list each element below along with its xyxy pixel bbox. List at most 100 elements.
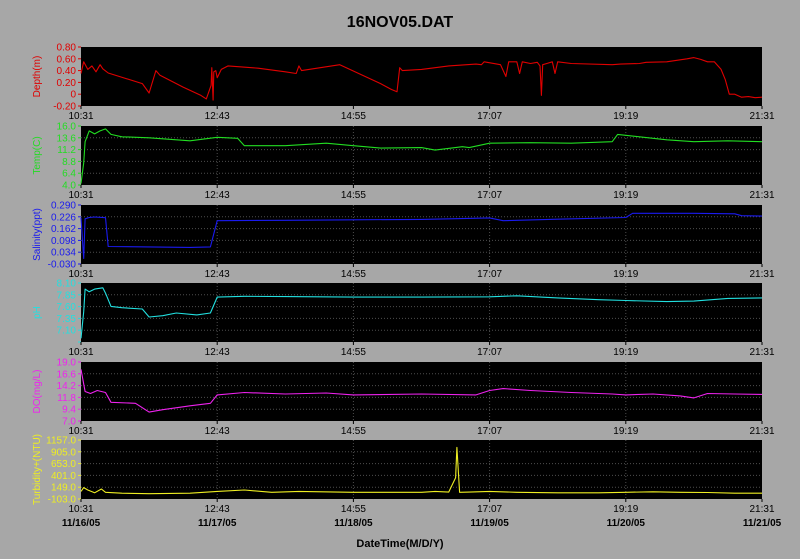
- panel-temp-c-plot-area: [81, 126, 762, 185]
- panel-depth-m-ylabel: Depth(m): [32, 56, 43, 98]
- panel-ph-ytick-label-5: 8.10: [57, 279, 77, 290]
- panel-temp-c-ytick-label-2: 8.8: [62, 157, 76, 168]
- panel-temp-c-xtick-label-2: 14:55: [341, 190, 366, 201]
- panel-do-mg-l-ylabel: DO(mg/L): [32, 370, 43, 414]
- panel-turbidity-ntu-xtick-label-2: 14:55: [341, 504, 366, 515]
- date-tick-label-4: 11/20/05: [607, 518, 646, 529]
- panel-temp-c-ytick-label-3: 11.2: [57, 145, 76, 156]
- panel-turbidity-ntu-xtick-label-3: 17:07: [477, 504, 502, 515]
- panel-turbidity-ntu-ylabel: Turbidity+(NTU): [32, 434, 43, 505]
- panel-turbidity-ntu-xtick-label-5: 21:31: [749, 504, 774, 515]
- panel-ph-ytick-label-4: 7.85: [57, 290, 77, 301]
- panel-ph-ytick-label-3: 7.60: [57, 302, 77, 313]
- panel-ph-plot-area: [81, 283, 762, 342]
- panel-temp-c-xtick-label-3: 17:07: [477, 190, 502, 201]
- panel-turbidity-ntu-series-line: [80, 446, 762, 495]
- panel-salinity-ppt-xtick-label-0: 10:31: [68, 269, 93, 280]
- panel-depth-m-xtick-label-0: 10:31: [68, 111, 93, 122]
- panel-salinity-ppt-xtick-label-1: 12:43: [205, 269, 230, 280]
- panel-do-mg-l-plot-area: [81, 362, 762, 421]
- panel-salinity-ppt-xtick-label-2: 14:55: [341, 269, 366, 280]
- panel-do-mg-l-xtick-label-3: 17:07: [477, 426, 502, 437]
- chart-title: 16NOV05.DAT: [347, 14, 454, 31]
- panel-do-mg-l-xtick-label-2: 14:55: [341, 426, 366, 437]
- panel-temp-c-xtick-label-1: 12:43: [205, 190, 230, 201]
- panel-depth-m-xtick-label-4: 19:19: [613, 111, 638, 122]
- panel-temp-c-xtick-label-0: 10:31: [68, 190, 93, 201]
- panel-ph-ytick-label-1: 7.10: [57, 326, 77, 337]
- panel-ph-xtick-label-5: 21:31: [749, 347, 774, 358]
- panel-turbidity-ntu-plot-area: [81, 440, 762, 499]
- date-tick-label-1: 11/17/05: [198, 518, 237, 529]
- panel-depth-m-xtick-label-2: 14:55: [341, 111, 366, 122]
- panel-turbidity-ntu-ytick-label-0: -103.0: [48, 495, 77, 506]
- panel-salinity-ppt-xtick-label-4: 19:19: [613, 269, 638, 280]
- panel-temp-c-xtick-label-4: 19:19: [613, 190, 638, 201]
- panel-depth-m-xtick-label-3: 17:07: [477, 111, 502, 122]
- panel-turbidity-ntu-xtick-label-4: 19:19: [613, 504, 638, 515]
- panel-ph-ytick-label-2: 7.35: [57, 314, 77, 325]
- panel-depth-m-xtick-label-5: 21:31: [749, 111, 774, 122]
- panel-temp-c-ylabel: Temp(C): [32, 136, 43, 174]
- panel-temp-c-series-line: [80, 128, 763, 184]
- panel-depth-m-ytick-label-2: 0.20: [57, 78, 77, 89]
- panel-do-mg-l: 7.09.411.814.216.619.0 DO(mg/L) 10:31 12:43…: [32, 358, 775, 438]
- panel-salinity-ppt-xtick-label-3: 17:07: [477, 269, 502, 280]
- panel-do-mg-l-ytick-label-1: 9.4: [62, 405, 76, 416]
- panel-salinity-ppt-ytick-label-2: 0.098: [51, 236, 76, 247]
- x-axis-label: DateTime(M/D/Y): [356, 538, 444, 550]
- panel-temp-c-ytick-label-0: 4.0: [62, 181, 76, 192]
- panel-salinity-ppt-ytick-label-0: -0.030: [48, 260, 77, 271]
- panel-ph: 7.107.357.607.858.10 pH 10:31 12:43 14:55 17:…: [32, 279, 775, 359]
- panel-salinity-ppt-ytick-label-3: 0.162: [51, 224, 76, 235]
- panel-temp-c-ytick-label-5: 16.0: [57, 122, 77, 133]
- panel-turbidity-ntu-xtick-label-1: 12:43: [205, 504, 230, 515]
- panel-turbidity-ntu-ytick-label-5: 1157.0: [46, 436, 76, 447]
- panel-salinity-ppt-ytick-label-4: 0.226: [51, 212, 76, 223]
- panel-salinity-ppt-series-line: [80, 212, 763, 260]
- panel-turbidity-ntu: -103.0149.0401.0653.0905.01157.0Turbidit…: [32, 434, 775, 515]
- panel-turbidity-ntu-ytick-label-3: 653.0: [51, 459, 76, 470]
- panel-depth-m-ytick-label-3: 0.40: [57, 66, 77, 77]
- date-tick-label-0: 11/16/05: [62, 518, 101, 529]
- panel-depth-m-plot-area: [81, 47, 762, 106]
- panel-salinity-ppt-ylabel: Salinity(ppt): [32, 208, 43, 261]
- panel-depth-m-series-line: [80, 57, 763, 101]
- date-tick-label-5: 11/21/05: [743, 518, 782, 529]
- panel-salinity-ppt-ytick-label-5: 0.290: [51, 201, 76, 212]
- panel-do-mg-l-ytick-label-5: 19.0: [57, 358, 77, 369]
- panel-do-mg-l-xtick-label-5: 21:31: [749, 426, 774, 437]
- panel-do-mg-l-ytick-label-3: 14.2: [57, 381, 77, 392]
- panel-do-mg-l-ytick-label-4: 16.6: [57, 369, 77, 380]
- panel-ph-ylabel: pH: [32, 306, 43, 319]
- panel-ph-xtick-label-2: 14:55: [341, 347, 366, 358]
- panel-depth-m-ytick-label-0: -0.20: [53, 102, 76, 113]
- panel-salinity-ppt-xtick-label-5: 21:31: [749, 269, 774, 280]
- panel-salinity-ppt-ytick-label-1: 0.034: [51, 248, 76, 259]
- panel-do-mg-l-xtick-label-4: 19:19: [613, 426, 638, 437]
- panel-ph-series-line: [80, 287, 763, 339]
- panel-turbidity-ntu-ytick-label-2: 401.0: [51, 471, 76, 482]
- panel-depth-m-ytick-label-5: 0.80: [57, 43, 77, 54]
- panel-turbidity-ntu-xtick-label-0: 10:31: [68, 504, 93, 515]
- panel-salinity-ppt-plot-area: [81, 205, 762, 264]
- panel-turbidity-ntu-ytick-label-1: 149.0: [51, 483, 76, 494]
- panel-do-mg-l-xtick-label-0: 10:31: [68, 426, 93, 437]
- date-tick-label-2: 11/18/05: [334, 518, 373, 529]
- panel-temp-c-ytick-label-4: 13.6: [57, 133, 77, 144]
- panel-turbidity-ntu-ytick-label-4: 905.0: [51, 447, 76, 458]
- panel-ph-xtick-label-1: 12:43: [205, 347, 230, 358]
- panel-do-mg-l-xtick-label-1: 12:43: [205, 426, 230, 437]
- panel-temp-c-ytick-label-1: 6.4: [62, 169, 76, 180]
- panel-depth-m-ytick-label-4: 0.60: [57, 54, 77, 65]
- panel-temp-c-xtick-label-5: 21:31: [749, 190, 774, 201]
- panel-do-mg-l-ytick-label-2: 11.8: [57, 393, 76, 404]
- panel-temp-c: 4.06.48.811.213.616.0 Temp(C) 10:31 12:43 14…: [32, 122, 775, 202]
- panel-ph-xtick-label-4: 19:19: [613, 347, 638, 358]
- panel-ph-xtick-label-0: 10:31: [68, 347, 93, 358]
- panel-depth-m-xtick-label-1: 12:43: [205, 111, 230, 122]
